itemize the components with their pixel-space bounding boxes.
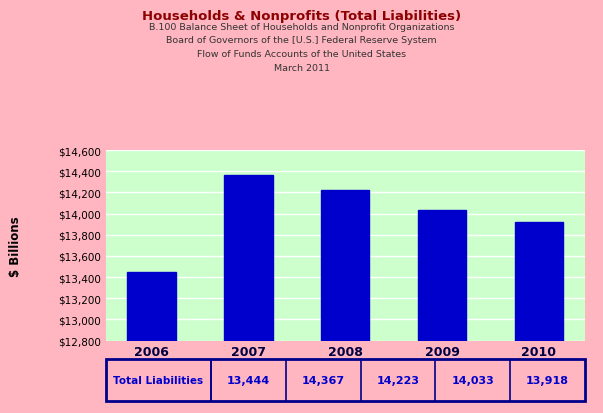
Text: 14,367: 14,367 xyxy=(302,375,345,385)
Text: $ Billions: $ Billions xyxy=(8,216,22,276)
Text: Households & Nonprofits (Total Liabilities): Households & Nonprofits (Total Liabiliti… xyxy=(142,10,461,23)
Text: Board of Governors of the [U.S.] Federal Reserve System: Board of Governors of the [U.S.] Federal… xyxy=(166,36,437,45)
Text: Total Liabilities: Total Liabilities xyxy=(113,375,203,385)
Text: B.100 Balance Sheet of Households and Nonprofit Organizations: B.100 Balance Sheet of Households and No… xyxy=(149,23,454,32)
Text: 13,918: 13,918 xyxy=(526,375,569,385)
Bar xyxy=(127,273,175,413)
Bar xyxy=(321,190,370,413)
Text: March 2011: March 2011 xyxy=(274,64,329,73)
Text: Flow of Funds Accounts of the United States: Flow of Funds Accounts of the United Sta… xyxy=(197,50,406,59)
Text: 13,444: 13,444 xyxy=(227,375,270,385)
Bar xyxy=(418,211,466,413)
Bar xyxy=(515,223,563,413)
Text: 14,033: 14,033 xyxy=(452,375,494,385)
Bar xyxy=(224,176,273,413)
Text: 14,223: 14,223 xyxy=(376,375,420,385)
